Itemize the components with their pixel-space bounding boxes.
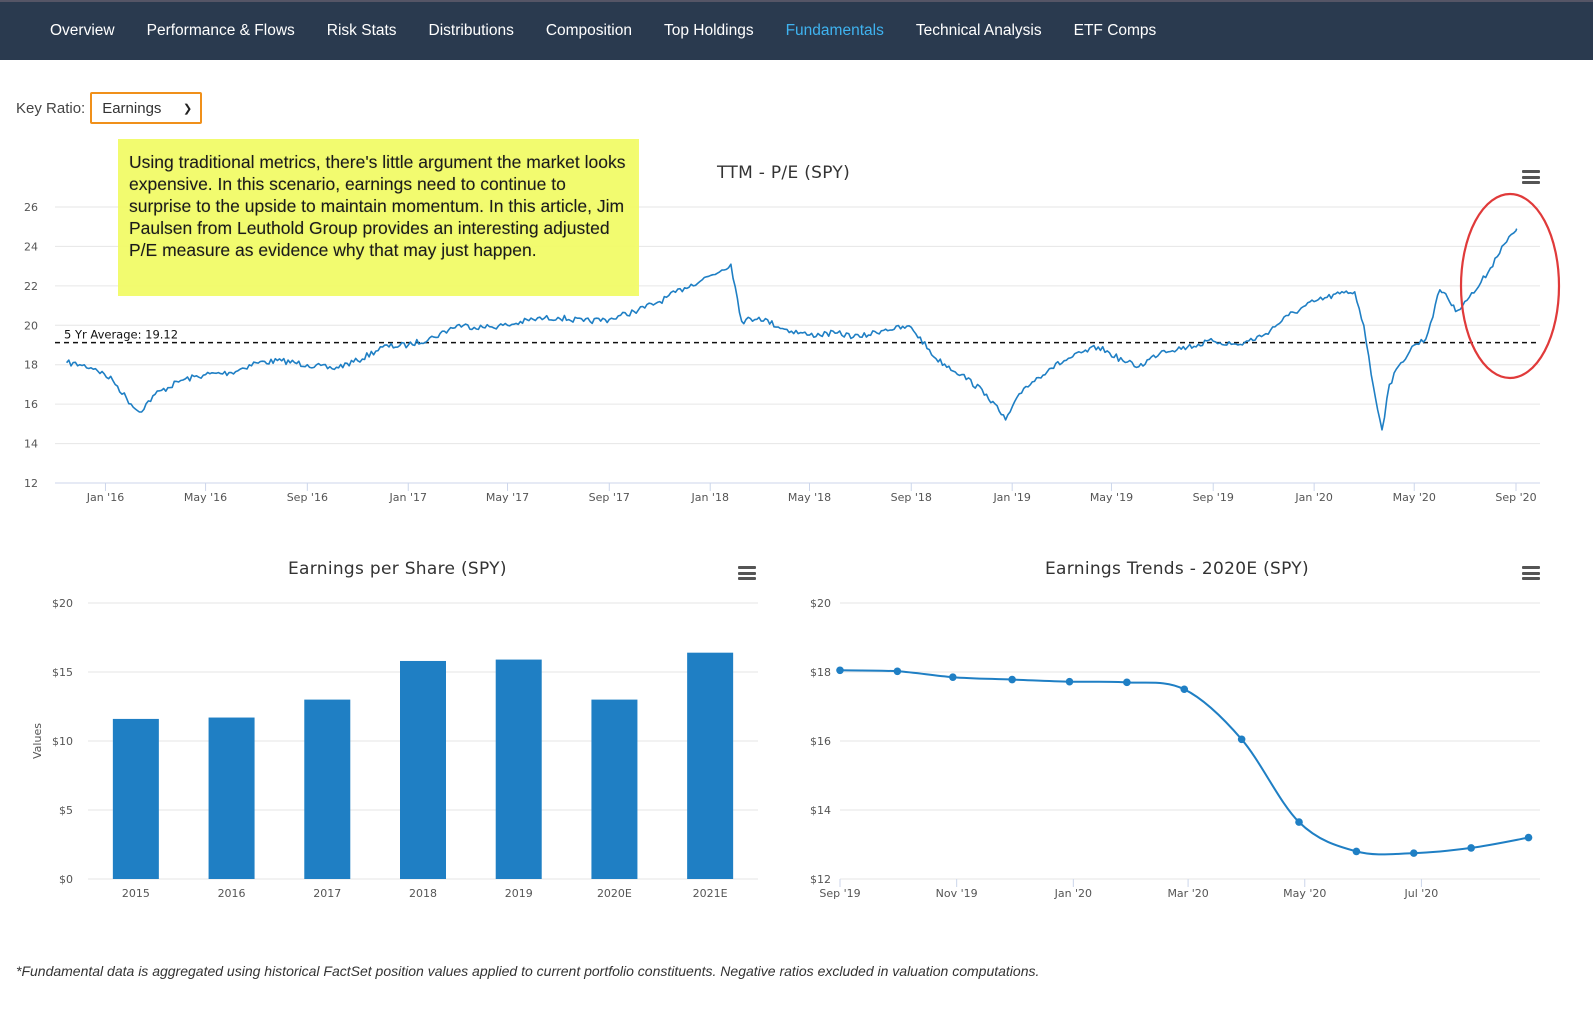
trends-y-tick-label: $12 xyxy=(810,873,831,886)
eps-chart: $0 $5 $10 $15 $20 Values 2015 2016 2017 2018 2019 2… xyxy=(31,597,758,900)
trends-data-point xyxy=(1352,847,1361,856)
key-ratio-control: Key Ratio: Earnings ❯ xyxy=(16,92,203,124)
pe-x-tick-label: Jan '19 xyxy=(992,491,1030,504)
eps-chart-menu-icon[interactable] xyxy=(738,566,756,580)
eps-bar xyxy=(304,699,351,879)
eps-y-tick-label: $10 xyxy=(52,735,73,748)
eps-bar xyxy=(208,717,255,879)
eps-y-tick-label: $5 xyxy=(59,804,73,817)
trends-x-tick-label: Nov '19 xyxy=(936,887,978,900)
trends-chart-menu-icon[interactable] xyxy=(1522,566,1540,580)
trends-data-point xyxy=(949,673,957,681)
trends-data-point xyxy=(1295,818,1303,826)
pe-average-label: 5 Yr Average: 19.12 xyxy=(64,328,178,342)
tab-top-holdings[interactable]: Top Holdings xyxy=(663,22,754,39)
trends-x-tick-label: Jan '20 xyxy=(1054,887,1092,900)
pe-x-tick-label: Sep '18 xyxy=(891,491,932,504)
tab-distributions[interactable]: Distributions xyxy=(428,22,514,39)
trends-series-line xyxy=(839,669,1529,856)
pe-y-tick-label: 14 xyxy=(24,438,38,451)
trends-data-point xyxy=(1008,675,1016,684)
pe-x-tick-label: May '20 xyxy=(1393,491,1436,504)
pe-x-tick-label: Jan '20 xyxy=(1294,491,1332,504)
trends-y-tick-label: $18 xyxy=(810,666,831,679)
pe-x-tick-label: Sep '19 xyxy=(1193,491,1234,504)
trends-data-point xyxy=(1237,735,1246,744)
chevron-down-icon: ❯ xyxy=(182,102,193,115)
pe-x-tick-label: Sep '20 xyxy=(1495,491,1536,504)
trends-data-point xyxy=(836,666,844,675)
pe-x-tick-label: May '17 xyxy=(486,491,529,504)
trends-data-point xyxy=(1524,833,1533,842)
trends-data-point xyxy=(1123,678,1131,687)
eps-x-tick-label: 2020E xyxy=(597,887,632,900)
pe-x-tick-label: May '18 xyxy=(788,491,831,504)
eps-bar xyxy=(495,659,542,879)
trends-data-point xyxy=(1180,685,1189,694)
eps-bar xyxy=(400,660,446,879)
pe-series-line xyxy=(65,228,1518,431)
eps-y-axis-label: Values xyxy=(31,723,44,759)
trends-data-point xyxy=(1409,849,1418,857)
pe-x-tick-label: Sep '17 xyxy=(589,491,630,504)
trends-chart-title: Earnings Trends - 2020E (SPY) xyxy=(1045,559,1309,579)
eps-x-tick-label: 2017 xyxy=(313,887,341,900)
footnote: *Fundamental data is aggregated using hi… xyxy=(16,963,1040,979)
trends-data-point xyxy=(1065,677,1074,686)
eps-y-tick-label: $15 xyxy=(52,666,73,679)
highlight-circle xyxy=(1459,192,1561,380)
tab-technical-analysis[interactable]: Technical Analysis xyxy=(915,22,1042,39)
key-ratio-select[interactable]: Earnings ❯ xyxy=(90,92,203,124)
pe-y-tick-label: 22 xyxy=(24,280,38,293)
trends-x-tick-label: Jul '20 xyxy=(1404,887,1439,900)
annotation-note: Using traditional metrics, there's littl… xyxy=(118,139,639,296)
eps-x-tick-label: 2015 xyxy=(122,887,150,900)
eps-bar xyxy=(687,652,734,879)
trends-data-point xyxy=(893,667,902,676)
trends-x-tick-label: Sep '19 xyxy=(819,887,860,900)
tab-performance-flows[interactable]: Performance & Flows xyxy=(146,22,295,39)
tab-composition[interactable]: Composition xyxy=(545,22,632,39)
trends-x-tick-label: Mar '20 xyxy=(1167,887,1208,900)
eps-chart-title: Earnings per Share (SPY) xyxy=(288,559,507,579)
eps-x-tick-label: 2021E xyxy=(693,887,728,900)
pe-x-tick-label: Jan '16 xyxy=(86,491,124,504)
trends-chart: $12 $14 $16 $18 $20 Sep '19 Nov '19 Jan '20 Mar … xyxy=(810,597,1540,900)
eps-bar xyxy=(112,718,159,879)
eps-y-tick-label: $20 xyxy=(52,597,73,610)
pe-y-tick-label: 12 xyxy=(24,477,38,490)
eps-x-tick-label: 2018 xyxy=(409,887,437,900)
tab-fundamentals[interactable]: Fundamentals xyxy=(785,22,884,39)
pe-chart-menu-icon[interactable] xyxy=(1522,170,1540,184)
eps-y-tick-label: $0 xyxy=(59,873,73,886)
pe-y-tick-label: 26 xyxy=(24,201,38,214)
key-ratio-label: Key Ratio: xyxy=(16,99,86,117)
pe-x-tick-label: Jan '18 xyxy=(690,491,728,504)
eps-x-tick-label: 2016 xyxy=(218,887,246,900)
pe-y-tick-label: 18 xyxy=(24,359,38,372)
trends-data-point xyxy=(1467,844,1475,852)
pe-y-tick-label: 20 xyxy=(24,319,38,332)
pe-y-tick-label: 16 xyxy=(24,398,38,411)
pe-y-tick-label: 24 xyxy=(24,240,38,253)
tab-overview[interactable]: Overview xyxy=(50,22,115,39)
pe-x-tick-label: Jan '17 xyxy=(389,491,427,504)
trends-y-tick-label: $16 xyxy=(810,735,831,748)
key-ratio-selected-value: Earnings xyxy=(102,99,162,117)
trends-y-tick-label: $20 xyxy=(810,597,831,610)
trends-x-tick-label: May '20 xyxy=(1283,887,1326,900)
eps-bar xyxy=(591,699,638,879)
pe-x-tick-label: May '19 xyxy=(1090,491,1133,504)
pe-x-tick-label: May '16 xyxy=(184,491,227,504)
pe-chart-title: TTM - P/E (SPY) xyxy=(717,163,851,183)
pe-x-tick-label: Sep '16 xyxy=(287,491,328,504)
tab-risk-stats[interactable]: Risk Stats xyxy=(326,22,397,39)
eps-x-tick-label: 2019 xyxy=(505,887,533,900)
tab-etf-comps[interactable]: ETF Comps xyxy=(1073,22,1157,39)
top-nav: Overview Performance & Flows Risk Stats … xyxy=(0,0,1593,60)
trends-y-tick-label: $14 xyxy=(810,804,831,817)
